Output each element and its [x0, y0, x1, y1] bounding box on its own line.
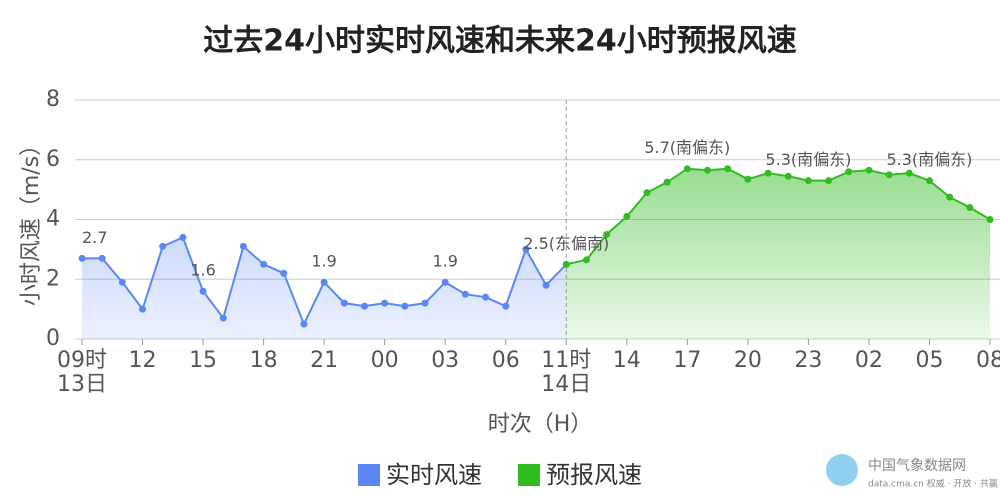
- x-tick-label: 18: [250, 348, 278, 373]
- point: [986, 216, 994, 223]
- data-label: 2.5(东偏南): [523, 234, 609, 253]
- point: [401, 302, 409, 310]
- point: [885, 171, 893, 179]
- point: [865, 166, 873, 174]
- point: [925, 177, 933, 185]
- legend-swatch: [518, 464, 540, 486]
- point: [683, 165, 691, 173]
- point: [744, 175, 752, 183]
- area: [82, 237, 567, 339]
- legend-swatch: [358, 464, 380, 486]
- x-tick-label: 08: [976, 348, 1000, 373]
- source: 中国气象数据网: [868, 458, 966, 474]
- point: [441, 278, 449, 286]
- point: [421, 299, 429, 307]
- y-axis-label: 小时风速（m/s）: [19, 134, 44, 306]
- point: [482, 293, 490, 301]
- point: [381, 299, 389, 307]
- data-label: 5.3(南偏东): [886, 150, 972, 169]
- point: [199, 287, 207, 295]
- point: [804, 177, 812, 185]
- point: [320, 278, 328, 286]
- line: [566, 167, 991, 266]
- y-tick-label: 8: [46, 87, 60, 112]
- x-tick-label: 05: [915, 348, 943, 373]
- x-axis-label: 时次（H）: [488, 412, 593, 437]
- point: [663, 178, 671, 186]
- x-tick-label: 21: [310, 348, 338, 373]
- legend-label: 预报风速: [546, 461, 642, 489]
- point: [179, 233, 187, 241]
- point: [946, 193, 954, 201]
- point: [522, 245, 530, 253]
- point: [98, 254, 106, 262]
- source-url: data.cma.cn 权威 · 开放 · 共赢: [868, 478, 998, 490]
- data-label: 5.7(南偏东): [644, 138, 730, 157]
- point: [764, 169, 772, 177]
- point: [724, 165, 732, 173]
- x-tick-label: 02: [855, 348, 883, 373]
- data-label: 5.3(南偏东): [765, 150, 851, 169]
- x-tick-label: 06: [492, 348, 520, 373]
- point: [139, 305, 147, 313]
- point: [704, 166, 712, 174]
- logo: [826, 454, 858, 486]
- x-tick-label: 23: [794, 348, 822, 373]
- data-label: 1.6: [190, 261, 215, 280]
- point: [845, 168, 853, 176]
- x-tick-label: 03: [431, 348, 459, 373]
- point: [784, 172, 792, 180]
- chart-title: 过去24小时实时风速和未来24小时预报风速: [203, 24, 797, 59]
- point: [562, 260, 570, 268]
- point: [118, 278, 126, 286]
- point: [905, 169, 913, 177]
- point: [360, 302, 368, 310]
- point: [280, 269, 288, 277]
- x-tick-label: 09时 13日: [57, 348, 107, 397]
- point: [603, 230, 611, 238]
- legend-label: 实时风速: [386, 461, 482, 489]
- point: [966, 204, 974, 212]
- x-tick-label: 14: [613, 348, 641, 373]
- x-tick-label: 11时 14日: [541, 348, 591, 397]
- y-tick-label: 2: [46, 266, 60, 291]
- point: [542, 281, 550, 289]
- x-tick-label: 20: [734, 348, 762, 373]
- point: [260, 260, 268, 268]
- point: [643, 189, 651, 197]
- data-label: 1.9: [432, 252, 457, 271]
- data-label: 1.9: [311, 252, 336, 271]
- point: [159, 242, 167, 250]
- point: [78, 254, 86, 262]
- area: [566, 168, 990, 339]
- point: [219, 314, 227, 322]
- point: [502, 302, 510, 310]
- point: [623, 213, 631, 221]
- x-tick-label: 12: [129, 348, 157, 373]
- point: [300, 320, 308, 328]
- x-tick-label: 17: [673, 348, 701, 373]
- point: [825, 177, 833, 185]
- point: [582, 256, 590, 264]
- point: [239, 242, 247, 250]
- point: [461, 290, 469, 298]
- y-tick-label: 4: [46, 207, 60, 232]
- data-label: 2.7: [82, 228, 107, 247]
- x-tick-label: 15: [189, 348, 217, 373]
- point: [340, 299, 348, 307]
- y-tick-label: 6: [46, 147, 60, 172]
- x-tick-label: 00: [371, 348, 399, 373]
- y-tick-label: 0: [46, 326, 60, 351]
